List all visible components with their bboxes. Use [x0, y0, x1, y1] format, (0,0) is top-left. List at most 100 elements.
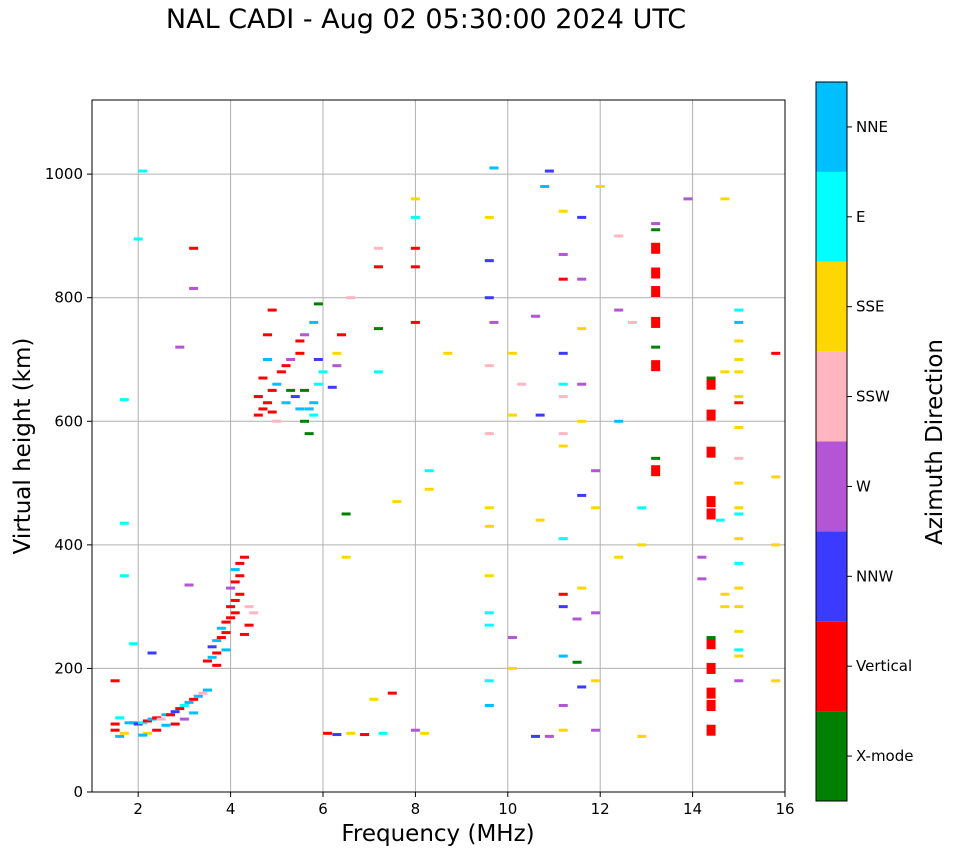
data-point — [373, 327, 383, 331]
data-point — [771, 475, 781, 479]
data-point — [577, 685, 587, 689]
data-point — [443, 351, 453, 355]
colorbar-segment — [816, 621, 847, 712]
data-point — [267, 410, 277, 414]
data-point — [577, 419, 587, 423]
data-point — [558, 252, 568, 256]
data-point — [651, 316, 661, 328]
data-point — [313, 302, 323, 306]
data-point — [591, 469, 601, 473]
data-point — [295, 407, 305, 411]
data-point — [193, 694, 203, 698]
data-point — [309, 401, 319, 405]
x-tick-label: 10 — [498, 800, 517, 818]
data-point — [300, 419, 310, 423]
data-point — [706, 508, 716, 520]
y-tick-label: 600 — [54, 412, 83, 430]
data-point — [410, 215, 420, 219]
data-point — [651, 228, 661, 232]
data-point — [189, 286, 199, 290]
colorbar-segment — [816, 351, 847, 442]
data-point — [651, 222, 661, 226]
data-point — [323, 731, 333, 735]
data-point — [138, 721, 148, 725]
data-point — [221, 648, 231, 652]
data-point — [332, 733, 342, 737]
data-point — [115, 716, 125, 720]
data-point — [614, 234, 624, 238]
data-point — [424, 487, 434, 491]
data-point — [577, 586, 587, 590]
data-point — [212, 639, 222, 643]
data-point — [281, 364, 291, 368]
colorbar-segment — [816, 171, 847, 262]
colorbar: X-mode Vertical NNW W SSW SSE E NNE — [815, 81, 913, 802]
data-point — [119, 731, 129, 735]
data-point — [166, 713, 176, 717]
colorbar-label: NNW — [856, 567, 893, 585]
data-point — [235, 561, 245, 565]
data-point — [373, 246, 383, 250]
data-point — [189, 697, 199, 701]
x-tick-label: 2 — [133, 800, 143, 818]
x-axis-label: Frequency (MHz) — [341, 821, 534, 847]
data-point — [410, 246, 420, 250]
data-point — [138, 733, 148, 737]
data-point — [697, 555, 707, 559]
data-point — [637, 543, 647, 547]
data-point — [318, 370, 328, 374]
x-tick-label: 14 — [683, 800, 702, 818]
data-point — [572, 660, 582, 664]
data-point — [152, 716, 162, 720]
data-point — [216, 636, 226, 640]
data-point — [706, 662, 716, 674]
data-point — [734, 506, 744, 510]
data-point — [706, 446, 716, 458]
data-point — [175, 707, 185, 711]
data-point — [142, 719, 152, 723]
data-point — [300, 333, 310, 337]
colorbar-segment — [816, 82, 847, 172]
data-point — [253, 413, 263, 417]
colorbar-label: W — [856, 477, 871, 495]
data-point — [683, 197, 693, 201]
data-point — [715, 518, 725, 522]
data-point — [558, 351, 568, 355]
data-point — [230, 568, 240, 572]
data-point — [706, 378, 716, 390]
data-point — [346, 731, 356, 735]
data-point — [295, 351, 305, 355]
colorbar-segment — [816, 531, 847, 622]
data-point — [558, 382, 568, 386]
data-point — [124, 721, 134, 725]
data-point — [484, 296, 494, 300]
data-point — [373, 265, 383, 269]
data-point — [138, 169, 148, 173]
data-point — [258, 407, 268, 411]
data-point — [226, 586, 236, 590]
data-point — [558, 654, 568, 658]
data-point — [119, 398, 129, 402]
data-point — [591, 728, 601, 732]
data-point — [577, 382, 587, 386]
data-point — [531, 734, 541, 738]
data-point — [706, 496, 716, 508]
data-point — [720, 605, 730, 609]
colorbar-title: Azimuth Direction — [922, 339, 948, 545]
data-point — [720, 592, 730, 596]
data-point — [720, 370, 730, 374]
data-point — [216, 626, 226, 630]
data-point — [558, 537, 568, 541]
data-point — [152, 728, 162, 732]
data-points — [110, 166, 781, 738]
plot-frame — [91, 99, 786, 793]
data-point — [258, 376, 268, 380]
data-point — [244, 605, 254, 609]
data-point — [420, 731, 430, 735]
data-point — [309, 320, 319, 324]
data-point — [244, 623, 254, 627]
data-point — [203, 688, 212, 692]
data-point — [651, 267, 661, 279]
data-point — [771, 351, 781, 355]
